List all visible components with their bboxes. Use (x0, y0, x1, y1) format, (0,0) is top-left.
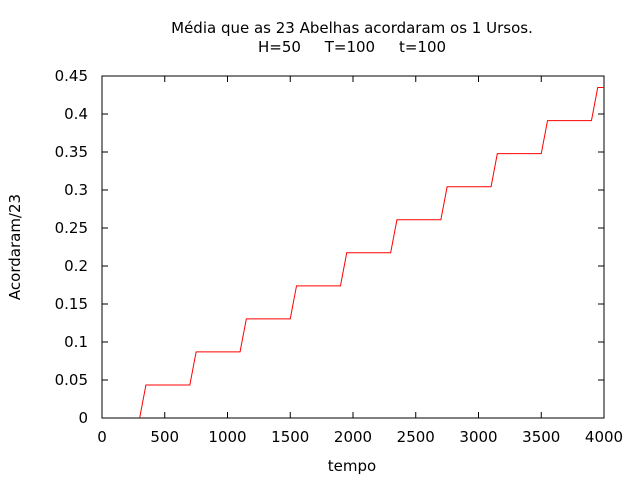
y-tick-label: 0.35 (55, 143, 88, 161)
x-axis-ticks: 0 500 1000 1500 2000 2500 3000 3500 4000 (97, 76, 623, 446)
x-tick-label: 1000 (208, 428, 246, 446)
x-tick-label: 4000 (585, 428, 623, 446)
x-axis-label: tempo (328, 457, 376, 475)
y-tick-label: 0.3 (64, 181, 88, 199)
y-tick-label: 0.45 (55, 67, 88, 85)
y-tick-label: 0.05 (55, 371, 88, 389)
x-tick-label: 1500 (271, 428, 309, 446)
x-tick-label: 0 (97, 428, 107, 446)
y-tick-label: 0.25 (55, 219, 88, 237)
y-axis-label: Acordaram/23 (6, 194, 24, 300)
x-tick-label: 2000 (334, 428, 372, 446)
y-tick-label: 0.1 (64, 333, 88, 351)
series-line (139, 87, 604, 419)
chart-title-line1: Média que as 23 Abelhas acordaram os 1 U… (171, 19, 533, 37)
y-tick-label: 0 (78, 409, 88, 427)
x-tick-label: 3000 (459, 428, 497, 446)
plot-frame (101, 75, 605, 419)
series-group (139, 87, 604, 419)
x-tick-label: 500 (150, 428, 179, 446)
y-tick-label: 0.4 (64, 105, 88, 123)
y-tick-label: 0.15 (55, 295, 88, 313)
chart-title-line2: H=50 T=100 t=100 (258, 38, 446, 56)
x-tick-label: 3500 (522, 428, 560, 446)
x-tick-label: 2500 (397, 428, 435, 446)
y-axis-ticks: 0 0.05 0.1 0.15 0.2 0.25 0.3 0.35 0.4 0.45 (55, 67, 604, 427)
y-tick-label: 0.2 (64, 257, 88, 275)
